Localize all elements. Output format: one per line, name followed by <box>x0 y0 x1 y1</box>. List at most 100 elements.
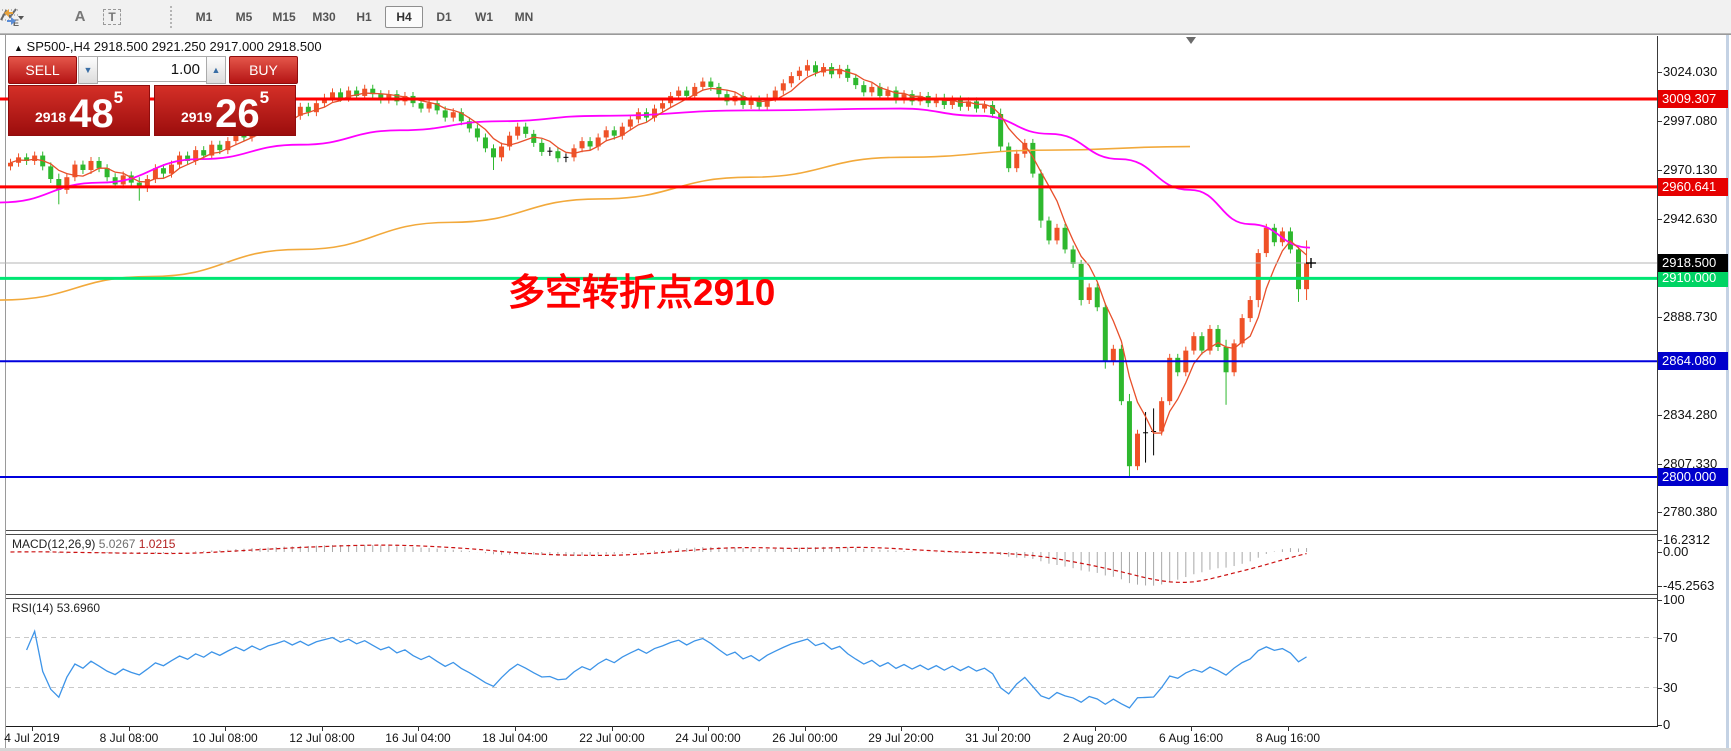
main-macd-separator[interactable] <box>6 530 1657 535</box>
sell-price-display[interactable]: 2918 48 5 <box>8 85 150 136</box>
price-axis-tick <box>1657 72 1662 74</box>
timeframe-button-mn[interactable]: MN <box>514 9 534 24</box>
time-axis-label: 26 Jul 00:00 <box>772 731 838 745</box>
price-axis-label: 2780.380 <box>1663 504 1718 520</box>
time-axis-tick <box>32 726 33 731</box>
window-scroll-edge[interactable] <box>1726 35 1729 751</box>
rsi-label: RSI(14) 53.6960 <box>12 601 100 615</box>
ohlc-low: 2917.000 <box>209 39 264 54</box>
rsi-axis-tick <box>1657 725 1662 726</box>
ohlc-close: 2918.500 <box>267 39 322 54</box>
rsi-axis-label: 100 <box>1663 592 1685 607</box>
main-chart-canvas[interactable] <box>0 36 1657 531</box>
price-axis-tick <box>1657 219 1662 221</box>
price-axis-label: 2942.630 <box>1663 211 1718 227</box>
price-level-badge: 2910.000 <box>1658 269 1728 288</box>
rsi-pane-canvas[interactable] <box>0 598 1657 726</box>
window-border-top <box>0 34 1731 35</box>
time-axis-label: 18 Jul 04:00 <box>482 731 548 745</box>
price-axis-label: 2888.730 <box>1663 308 1718 324</box>
time-axis-tick <box>515 726 516 731</box>
time-axis-tick <box>1191 726 1192 731</box>
macd-value-signal: 1.0215 <box>138 537 176 551</box>
price-axis-tick <box>1657 316 1662 318</box>
price-axis-tick <box>1657 415 1662 417</box>
text-label-icon[interactable]: A <box>74 8 86 25</box>
macd-axis-tick <box>1657 552 1662 553</box>
macd-axis-tick <box>1657 539 1662 541</box>
price-level-badge: 2864.080 <box>1658 352 1728 371</box>
toolbar-grip[interactable] <box>170 5 178 28</box>
macd-axis-label: -45.2563 <box>1663 577 1715 593</box>
buy-price-sup: 5 <box>259 88 270 107</box>
price-axis-tick <box>1657 463 1662 465</box>
timeframe-button-d1[interactable]: D1 <box>436 9 452 24</box>
current-price-badge: 2918.500 <box>1658 254 1728 272</box>
time-axis-tick <box>612 726 613 731</box>
volume-up-button[interactable]: ▲ <box>206 56 226 84</box>
sell-button[interactable]: SELL <box>8 56 77 84</box>
price-axis-tick <box>1657 169 1662 171</box>
time-axis-label: 2 Aug 20:00 <box>1062 731 1128 745</box>
time-axis-label: 12 Jul 08:00 <box>289 731 355 745</box>
macd-pane-canvas[interactable] <box>0 534 1657 596</box>
time-axis-label: 8 Jul 08:00 <box>99 731 159 745</box>
arrange-objects-icon[interactable] <box>4 5 157 29</box>
macd-value-main: 5.0267 <box>98 537 136 551</box>
buy-price-small: 2919 <box>180 109 213 125</box>
collapse-triangle-icon[interactable]: ▲ <box>14 43 23 53</box>
time-axis-label: 24 Jul 00:00 <box>675 731 741 745</box>
text-box-icon[interactable]: T <box>99 5 125 29</box>
toolbar: E F A T M1 M5 M15 M30 H1 H4 D1 W1 MN <box>0 0 1731 34</box>
price-level-badge: 3009.307 <box>1658 90 1728 108</box>
rsi-axis-label: 30 <box>1663 679 1678 695</box>
price-axis-label: 2834.280 <box>1663 407 1718 423</box>
time-axis-tick <box>708 726 709 731</box>
macd-axis-label: 16.2312 <box>1663 531 1710 547</box>
price-axis-label: 2807.330 <box>1663 455 1718 471</box>
time-axis-tick <box>418 726 419 731</box>
time-axis-label: 29 Jul 20:00 <box>868 731 934 745</box>
buy-price-display[interactable]: 2919 26 5 <box>154 85 296 136</box>
price-axis-tick <box>1657 121 1662 123</box>
time-axis-label: 4 Jul 2019 <box>4 731 60 745</box>
price-axis-label: 3024.030 <box>1663 64 1718 80</box>
window-border-left <box>5 35 6 751</box>
time-axis-tick <box>1095 726 1096 731</box>
volume-down-button[interactable]: ▼ <box>78 56 98 84</box>
macd-rsi-separator[interactable] <box>6 594 1657 599</box>
time-axis-tick <box>1288 726 1289 731</box>
timeframe-bar: M1 M5 M15 M30 H1 H4 D1 W1 MN <box>184 5 544 28</box>
chart-annotation-text[interactable]: 多空转折点2910 <box>508 272 776 313</box>
ohlc-open: 2918.500 <box>93 39 148 54</box>
timeframe-button-w1[interactable]: W1 <box>475 9 493 24</box>
timeframe-button-h1[interactable]: H1 <box>356 9 372 24</box>
one-click-trade-panel: SELL ▼ ▲ BUY 2918 48 5 2919 26 5 <box>8 56 298 136</box>
time-axis-tick <box>225 726 226 731</box>
macd-axis-tick <box>1657 585 1662 587</box>
grid-snap-icon[interactable]: F <box>2 5 61 29</box>
svg-text:F: F <box>13 18 19 27</box>
timeframe-button-m1[interactable]: M1 <box>195 9 213 24</box>
time-axis-label: 8 Aug 16:00 <box>1255 731 1321 745</box>
timeframe-button-m30[interactable]: M30 <box>312 9 336 24</box>
rsi-axis-label: 70 <box>1663 629 1678 645</box>
price-level-badge: 2800.000 <box>1658 468 1728 487</box>
timeframe-button-m5[interactable]: M5 <box>235 9 253 24</box>
time-axis-tick <box>901 726 902 731</box>
timeframe-button-m15[interactable]: M15 <box>272 9 296 24</box>
window-border-bottom <box>0 748 1731 751</box>
buy-button[interactable]: BUY <box>229 56 298 84</box>
time-axis-label: 22 Jul 00:00 <box>579 731 645 745</box>
ohlc-high: 2921.250 <box>151 39 206 54</box>
rsi-value: 53.6960 <box>56 601 101 615</box>
volume-input[interactable] <box>98 56 206 82</box>
chart-shift-marker[interactable] <box>1186 37 1196 44</box>
rsi-axis-tick <box>1657 600 1662 601</box>
macd-axis-label: 0.00 <box>1663 544 1689 559</box>
time-axis-tick <box>322 726 323 731</box>
time-axis-label: 10 Jul 08:00 <box>192 731 258 745</box>
timeframe-button-h4[interactable]: H4 <box>385 5 423 28</box>
time-axis-label: 6 Aug 16:00 <box>1158 731 1224 745</box>
